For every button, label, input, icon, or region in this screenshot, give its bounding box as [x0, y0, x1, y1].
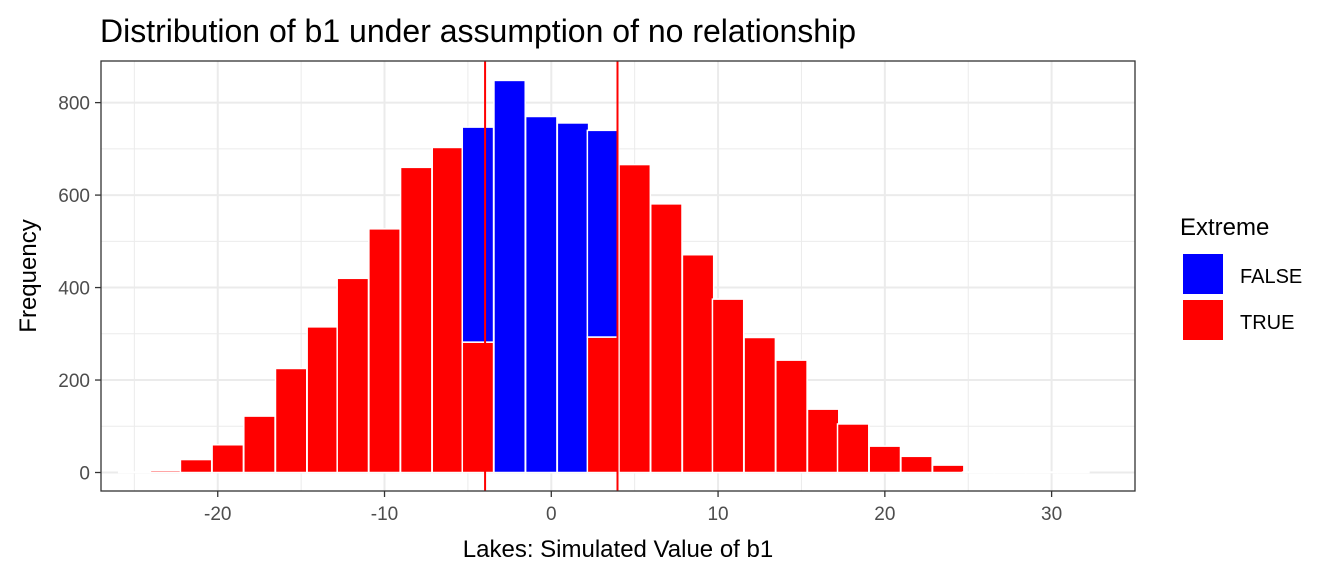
x-tick-label: 20	[874, 504, 895, 525]
plot-border	[100, 60, 1136, 492]
x-tick-label: -10	[371, 504, 398, 525]
bar-false	[586, 129, 620, 338]
y-tick-label: 400	[58, 279, 90, 300]
bar-true	[649, 203, 683, 474]
bar-false	[493, 79, 526, 474]
bar-true	[179, 458, 213, 474]
legend-label-false: FALSE	[1240, 266, 1302, 288]
bar-true	[836, 423, 870, 474]
bar-true	[586, 336, 620, 474]
bar-true	[336, 277, 370, 474]
reference-lines	[484, 61, 619, 491]
bar-true	[306, 326, 340, 474]
bars	[117, 79, 1090, 474]
bar-true	[274, 367, 308, 474]
y-tick-label: 0	[79, 464, 90, 485]
bar-true	[461, 341, 495, 474]
y-axis: 0 200 400 600 800	[58, 94, 101, 485]
bar-true	[681, 253, 715, 474]
bar-true	[900, 455, 933, 474]
legend-key-true	[1183, 300, 1223, 340]
y-axis-label: Frequency	[15, 219, 42, 332]
bar-false	[524, 115, 558, 474]
bar-true	[149, 469, 183, 474]
bar-true	[931, 464, 965, 474]
bar-true	[368, 228, 401, 474]
x-axis-label: Lakes: Simulated Value of b1	[463, 536, 773, 563]
bar-false	[461, 126, 495, 343]
bar-true	[618, 163, 652, 474]
x-tick-label: 10	[707, 504, 728, 525]
legend-label-true: TRUE	[1240, 312, 1294, 334]
bar-true	[399, 166, 433, 474]
chart-title: Distribution of b1 under assumption of n…	[100, 13, 856, 49]
legend-key-false	[1183, 254, 1223, 294]
legend: Extreme FALSE TRUE	[1180, 214, 1302, 340]
bar-true	[243, 415, 276, 474]
bar-true	[868, 445, 902, 474]
bar-true	[806, 408, 840, 474]
bar-true	[743, 336, 777, 474]
x-tick-label: 30	[1041, 504, 1062, 525]
x-tick-label: 0	[546, 504, 557, 525]
y-tick-label: 800	[58, 94, 90, 115]
x-tick-label: -20	[204, 504, 231, 525]
bar-true	[211, 444, 245, 474]
bar-true	[775, 359, 808, 474]
y-tick-label: 600	[58, 186, 90, 207]
bar-true	[431, 146, 465, 474]
legend-title: Extreme	[1180, 214, 1269, 241]
x-axis: -20 -10 0 10 20 30	[204, 491, 1062, 525]
bar-false	[556, 122, 590, 474]
bar-true	[711, 298, 745, 474]
y-tick-label: 200	[58, 371, 90, 392]
